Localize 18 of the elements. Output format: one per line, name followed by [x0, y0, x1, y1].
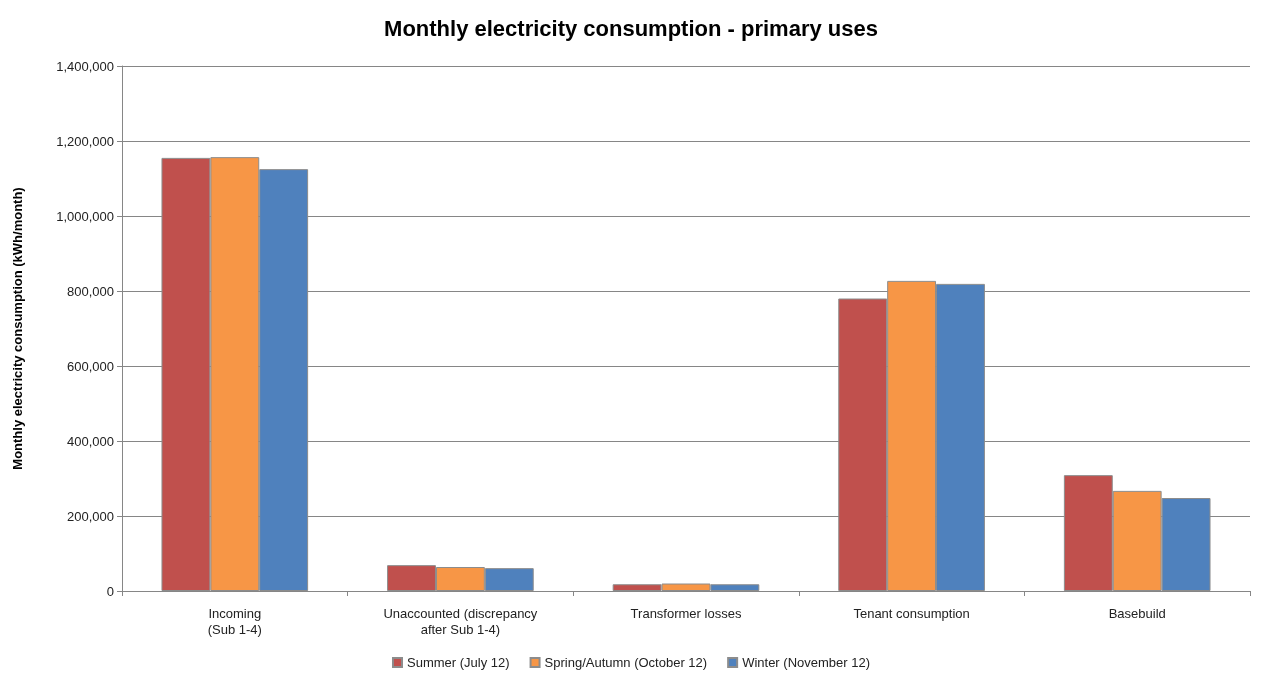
- y-axis-title: Monthly electricity consumption (kWh/month): [10, 187, 25, 470]
- legend-label: Spring/Autumn (October 12): [544, 655, 708, 670]
- x-tick-label: Incoming (Sub 1-4): [207, 605, 262, 637]
- y-tick-label: 400,000: [67, 433, 114, 449]
- y-tick-label: 800,000: [67, 283, 114, 299]
- y-tick-label: 1,400,000: [56, 58, 114, 74]
- x-tick-label: Unaccounted (discrepancy after Sub 1-4): [383, 605, 538, 637]
- legend-label: Winter (November 12): [742, 655, 871, 670]
- x-tick-label: Tenant consumption: [853, 605, 970, 621]
- y-tick-label: 200,000: [67, 508, 114, 524]
- y-tick-label: 1,200,000: [56, 133, 114, 149]
- x-tick-label: Basebuild: [1108, 605, 1166, 621]
- y-tick-label: 1,000,000: [56, 208, 114, 224]
- x-tick-label: Transformer losses: [630, 605, 742, 621]
- y-tick-label: 0: [106, 583, 114, 599]
- y-tick-label: 600,000: [67, 358, 114, 374]
- chart-title: Monthly electricity consumption - primary uses: [384, 15, 878, 41]
- legend-label: Summer (July 12): [406, 655, 510, 670]
